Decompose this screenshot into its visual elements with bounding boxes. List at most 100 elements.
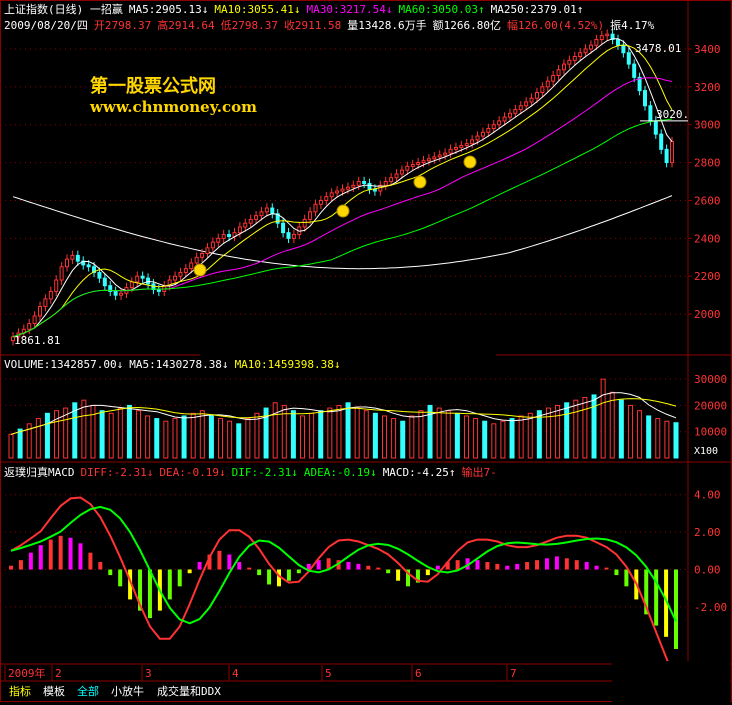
- macd-bar: [435, 565, 440, 570]
- h1-item: MA10:3055.41↓: [214, 3, 301, 16]
- candle-body: [173, 275, 178, 281]
- watermark-url: www.chnmoney.com: [90, 98, 257, 116]
- volume-bar: [545, 407, 551, 459]
- macd-bar: [197, 562, 202, 570]
- macd-bar: [664, 569, 669, 637]
- candle-body: [459, 145, 464, 148]
- candle-body: [97, 271, 102, 279]
- macd-tick-label: 4.00: [694, 489, 721, 502]
- candle-body: [227, 234, 232, 237]
- macd-bar: [535, 560, 540, 570]
- candle-body: [135, 275, 140, 283]
- candle-body: [313, 203, 318, 213]
- price-tick-label: 2600: [694, 194, 721, 207]
- macd-bar: [406, 569, 411, 587]
- volume-bar: [500, 420, 506, 459]
- macd-bar: [58, 535, 63, 570]
- candle-body: [38, 306, 43, 317]
- macd-bar: [455, 560, 460, 570]
- volume-bar: [227, 420, 233, 459]
- h1-item: 上证指数(日线) 一招赢: [4, 3, 123, 16]
- money-bag-icon: [463, 155, 477, 169]
- macd-bar: [366, 565, 371, 570]
- macd-bar: [18, 560, 23, 570]
- volume-bar: [463, 415, 469, 459]
- volume-bar: [591, 394, 597, 459]
- candle-body: [383, 181, 388, 186]
- price-header-line2: 2009/08/20/四 开2798.37 高2914.64 低2798.37 收291…: [4, 19, 660, 32]
- macd-bar: [217, 550, 222, 570]
- candle-body: [432, 156, 437, 160]
- macd-bar: [68, 537, 73, 570]
- candle-body: [362, 181, 367, 184]
- macd-bar: [207, 554, 212, 570]
- volume-bar: [8, 433, 14, 459]
- money-bag-icon: [193, 263, 207, 277]
- candle-body: [367, 182, 372, 190]
- candle-body: [491, 124, 496, 129]
- macd-tick-label: 2.00: [694, 526, 721, 539]
- volume-bar: [555, 404, 561, 459]
- h2-item: 额1266.80亿: [432, 19, 502, 32]
- macd-bar: [515, 563, 520, 570]
- volume-bars: [8, 378, 679, 459]
- volume-bar: [491, 423, 497, 459]
- h1-item: MA250:2379.01↑: [490, 3, 584, 16]
- candle-body: [356, 181, 361, 186]
- candle-body: [653, 120, 658, 135]
- candle-body: [270, 207, 275, 215]
- volume-bar: [172, 418, 178, 459]
- candle-body: [65, 258, 70, 268]
- tab-3[interactable]: 小放牛: [111, 685, 144, 698]
- volume-bar: [35, 418, 41, 459]
- volume-bar: [527, 412, 533, 459]
- macd-bar: [425, 569, 430, 576]
- candle-body: [475, 135, 480, 141]
- h3-item: MA10:1459398.38↓: [234, 358, 341, 371]
- candle-body: [113, 290, 118, 296]
- candle-body: [605, 33, 610, 37]
- volume-bar: [63, 407, 69, 459]
- macd-header: 返璞归真MACD DIFF:-2.31↓ DEA:-0.19↓ DIF:-2.31↓ A…: [4, 466, 503, 479]
- candle-body: [583, 48, 588, 54]
- price-header-line1: 上证指数(日线) 一招赢 MA5:2905.13↓ MA10:3055.41↓ MA3…: [4, 3, 589, 16]
- macd-bar: [544, 558, 549, 570]
- volume-unit-label: X100: [694, 446, 718, 457]
- volume-bar: [281, 404, 287, 459]
- volume-bar: [400, 420, 406, 459]
- tab-4[interactable]: 成交量和DDX: [157, 685, 221, 698]
- volume-bar: [245, 418, 251, 459]
- macd-bar: [614, 569, 619, 576]
- macd-bar: [594, 565, 599, 570]
- tab-2[interactable]: 全部: [77, 685, 99, 698]
- volume-bar: [627, 404, 633, 459]
- tab-1[interactable]: 模板: [43, 685, 65, 698]
- volume-bar: [218, 418, 224, 459]
- volume-bar: [190, 412, 196, 459]
- h2-item: 振4.17%: [610, 19, 655, 32]
- volume-tick-label: 30000: [694, 373, 727, 386]
- macd-bar: [445, 562, 450, 570]
- volume-bar: [99, 410, 105, 459]
- indicator-tabs: 指标 模板 全部 小放牛 成交量和DDX: [0, 684, 732, 700]
- ma250-path: [12, 195, 673, 270]
- tab-0[interactable]: 指标: [9, 685, 31, 698]
- macd-bar: [28, 552, 33, 570]
- watermark-title: 第一股票公式网: [90, 76, 216, 97]
- volume-ma10-line: [10, 398, 677, 435]
- macd-bar: [88, 552, 93, 570]
- volume-bar: [199, 410, 205, 459]
- macd-bar: [38, 545, 43, 570]
- month-label: 3: [145, 667, 152, 680]
- candle-body: [329, 192, 334, 198]
- volume-bar: [327, 407, 333, 459]
- volume-bar: [108, 412, 114, 459]
- macd-bar: [326, 558, 331, 570]
- h2-item: 开2798.37: [93, 19, 152, 32]
- volume-bar: [600, 378, 606, 459]
- candle-body: [286, 232, 291, 239]
- money-bag-icon: [413, 175, 427, 189]
- macd-dea-line: [10, 505, 677, 625]
- candle-body: [426, 158, 431, 162]
- candle-body: [416, 162, 421, 165]
